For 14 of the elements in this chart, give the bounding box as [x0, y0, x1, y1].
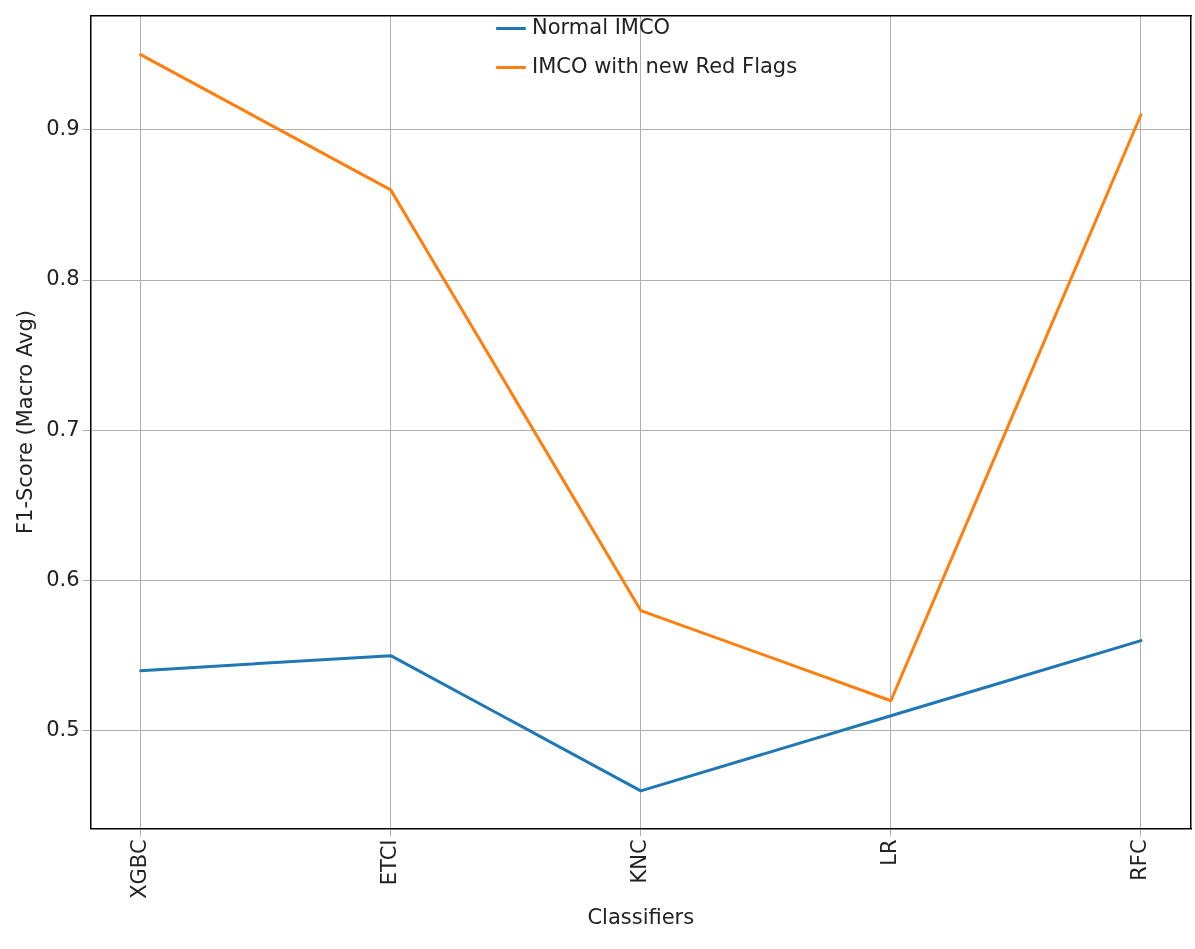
y-tick-label: 0.6 [46, 566, 80, 591]
x-tick-label: XGBC [127, 839, 152, 899]
x-tick-label: RFC [1127, 839, 1152, 881]
x-tick-label: KNC [627, 839, 652, 884]
y-tick-label: 0.7 [46, 416, 80, 441]
y-tick-label: 0.8 [46, 266, 80, 291]
legend-label: Normal IMCO [531, 14, 671, 39]
y-tick-label: 0.9 [46, 116, 80, 141]
y-tick-label: 0.5 [46, 717, 80, 742]
x-tick-label: ETCI [377, 839, 402, 886]
legend-label: IMCO with new Red Flags [531, 53, 798, 78]
x-axis-title: Classifiers [587, 904, 695, 929]
y-axis-title: F1-Score (Macro Avg) [13, 310, 38, 535]
x-tick-label: LR [877, 839, 902, 866]
